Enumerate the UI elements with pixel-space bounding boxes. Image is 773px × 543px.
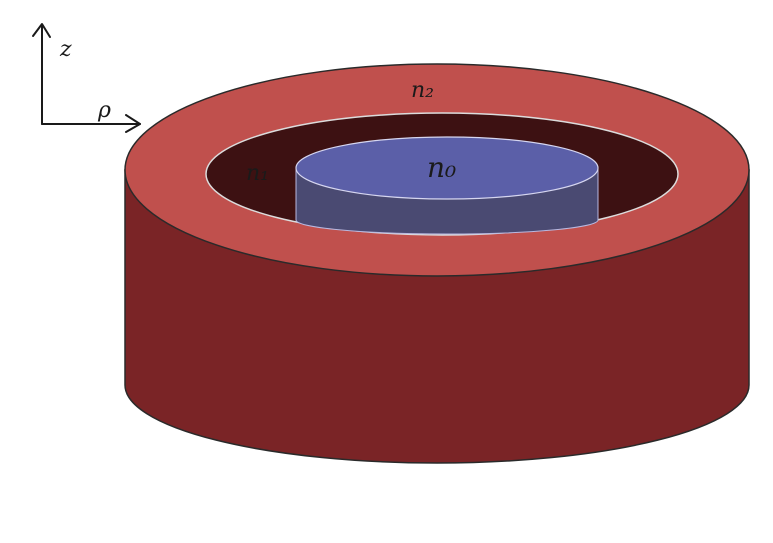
outer-region-label: n₂: [411, 78, 434, 103]
core-cylinder-top: [295, 136, 599, 200]
rho-axis-arrowhead: [125, 114, 141, 133]
middle-region-label: n₁: [246, 161, 269, 186]
core-cylinder: [295, 136, 599, 235]
z-axis-label: z: [59, 37, 72, 62]
z-axis-arrowhead: [32, 23, 51, 38]
coordinate-axes: [32, 23, 141, 133]
core-region-label: n₀: [427, 151, 456, 184]
rho-axis-label: ρ: [97, 98, 111, 123]
